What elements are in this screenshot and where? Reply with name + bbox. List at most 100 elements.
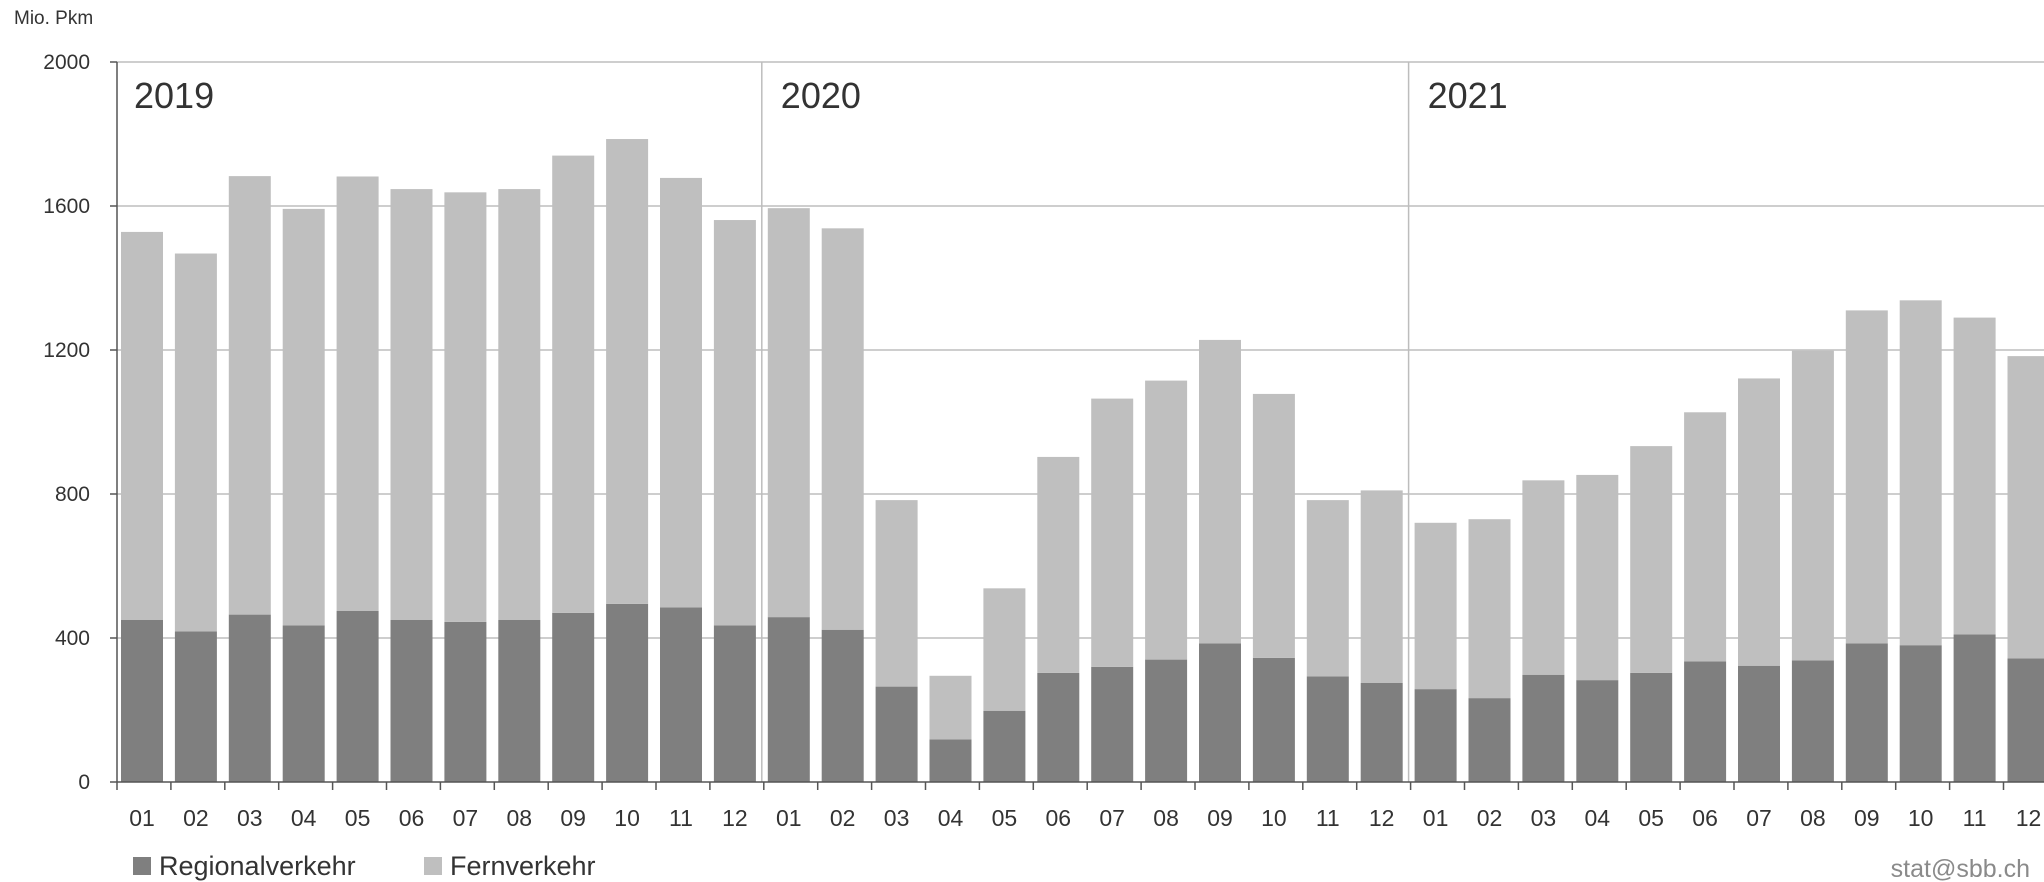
bar-fernverkehr-30 <box>1684 412 1727 662</box>
year-label-2020: 2020 <box>781 75 861 116</box>
x-tick-label-27: 03 <box>1531 805 1557 831</box>
y-tick-label-800: 800 <box>55 483 90 506</box>
x-tick-label-25: 01 <box>1423 805 1449 831</box>
x-tick-label-1: 01 <box>129 805 155 831</box>
bar-fernverkehr-28 <box>1576 474 1619 681</box>
bar-regionalverkehr-19 <box>1091 666 1134 782</box>
y-axis-unit-label: Mio. Pkm <box>14 8 93 29</box>
source-credit: stat@sbb.ch <box>1891 855 2030 882</box>
x-tick-label-34: 10 <box>1908 805 1934 831</box>
bar-fernverkehr-34 <box>1899 300 1942 646</box>
x-tick-label-10: 10 <box>614 805 640 831</box>
y-tick-label-0: 0 <box>78 771 90 794</box>
bar-regionalverkehr-13 <box>767 617 810 782</box>
x-tick-label-14: 02 <box>830 805 856 831</box>
bar-regionalverkehr-8 <box>498 620 541 782</box>
bar-fernverkehr-14 <box>821 228 864 630</box>
x-tick-label-2: 02 <box>183 805 209 831</box>
bar-regionalverkehr-12 <box>713 625 756 782</box>
x-tick-label-35: 11 <box>1963 805 1987 831</box>
bar-fernverkehr-26 <box>1468 519 1511 699</box>
legend-label-regionalverkehr: Regionalverkehr <box>159 851 356 881</box>
bar-regionalverkehr-23 <box>1306 676 1349 782</box>
legend-swatch-fernverkehr <box>424 857 442 875</box>
x-tick-label-29: 05 <box>1638 805 1664 831</box>
bar-series <box>121 139 2044 782</box>
bar-fernverkehr-29 <box>1630 446 1673 673</box>
bar-fernverkehr-4 <box>282 208 325 626</box>
x-tick-label-28: 04 <box>1585 805 1611 831</box>
bar-regionalverkehr-34 <box>1899 645 1942 782</box>
x-tick-label-31: 07 <box>1746 805 1772 831</box>
x-tick-label-3: 03 <box>237 805 263 831</box>
bar-regionalverkehr-22 <box>1252 657 1295 782</box>
bar-fernverkehr-16 <box>929 675 972 740</box>
bar-fernverkehr-24 <box>1360 490 1403 683</box>
x-tick-label-20: 08 <box>1153 805 1179 831</box>
x-tick-label-16: 04 <box>938 805 964 831</box>
bar-regionalverkehr-7 <box>444 621 487 782</box>
bar-regionalverkehr-9 <box>552 612 595 782</box>
legend: Regionalverkehr Fernverkehr <box>133 851 596 881</box>
x-tick-label-21: 09 <box>1207 805 1233 831</box>
x-tick-labels: 01 02 03 04 05 06 07 08 09 10 11 12 01 02 03 04 05 06 07 08… <box>129 805 2041 831</box>
bar-regionalverkehr-33 <box>1845 643 1888 782</box>
bar-regionalverkehr-32 <box>1791 660 1834 782</box>
bar-regionalverkehr-17 <box>983 710 1026 782</box>
bar-regionalverkehr-29 <box>1630 672 1673 782</box>
bar-regionalverkehr-30 <box>1684 661 1727 782</box>
x-tick-label-4: 04 <box>291 805 317 831</box>
legend-swatch-regionalverkehr <box>133 857 151 875</box>
bar-fernverkehr-12 <box>713 220 756 626</box>
x-tick-label-5: 05 <box>345 805 371 831</box>
x-tick-label-11: 11 <box>669 805 693 831</box>
x-tick-label-12: 12 <box>722 805 748 831</box>
bar-regionalverkehr-14 <box>821 629 864 782</box>
bar-fernverkehr-5 <box>336 176 379 612</box>
bar-regionalverkehr-31 <box>1738 665 1780 782</box>
x-tick-label-8: 08 <box>507 805 533 831</box>
bar-regionalverkehr-24 <box>1360 683 1403 782</box>
bar-fernverkehr-33 <box>1845 310 1888 644</box>
y-tick-labels: 0 400 800 1200 1600 2000 <box>43 51 90 794</box>
x-tick-label-24: 12 <box>1369 805 1395 831</box>
x-tick-label-6: 06 <box>399 805 425 831</box>
bar-fernverkehr-10 <box>606 139 649 604</box>
y-tick-label-1200: 1200 <box>43 339 90 362</box>
bar-fernverkehr-27 <box>1522 480 1565 675</box>
bar-fernverkehr-23 <box>1306 500 1349 677</box>
x-tick-label-7: 07 <box>453 805 479 831</box>
y-tick-label-2000: 2000 <box>43 51 90 74</box>
x-tick-label-15: 03 <box>884 805 910 831</box>
bar-regionalverkehr-35 <box>1953 634 1996 782</box>
bar-regionalverkehr-6 <box>390 620 433 782</box>
bar-fernverkehr-15 <box>875 500 918 687</box>
bar-fernverkehr-8 <box>498 189 541 620</box>
bar-regionalverkehr-18 <box>1037 672 1080 782</box>
bar-fernverkehr-17 <box>983 588 1026 711</box>
bar-fernverkehr-31 <box>1738 378 1780 666</box>
bar-fernverkehr-6 <box>390 189 433 620</box>
bar-regionalverkehr-27 <box>1522 674 1565 782</box>
bar-regionalverkehr-11 <box>660 607 702 782</box>
bar-regionalverkehr-16 <box>929 739 972 782</box>
bar-fernverkehr-36 <box>2007 356 2044 659</box>
year-label-2019: 2019 <box>134 75 214 116</box>
bar-regionalverkehr-26 <box>1468 698 1511 782</box>
bar-fernverkehr-11 <box>660 177 702 608</box>
bar-fernverkehr-21 <box>1199 339 1241 644</box>
bar-regionalverkehr-2 <box>174 631 217 782</box>
x-tick-label-9: 09 <box>560 805 586 831</box>
x-tick-label-22: 10 <box>1261 805 1287 831</box>
x-tick-label-30: 06 <box>1692 805 1718 831</box>
bar-fernverkehr-3 <box>228 176 271 615</box>
bar-regionalverkehr-1 <box>121 620 163 782</box>
bar-fernverkehr-13 <box>767 208 810 618</box>
bar-fernverkehr-35 <box>1953 317 1996 635</box>
bar-regionalverkehr-15 <box>875 686 918 782</box>
year-labels: 2019 2020 2021 <box>134 75 1508 116</box>
bar-fernverkehr-20 <box>1145 380 1188 660</box>
bar-fernverkehr-7 <box>444 192 487 622</box>
bar-regionalverkehr-5 <box>336 611 379 782</box>
bar-regionalverkehr-20 <box>1145 659 1188 782</box>
